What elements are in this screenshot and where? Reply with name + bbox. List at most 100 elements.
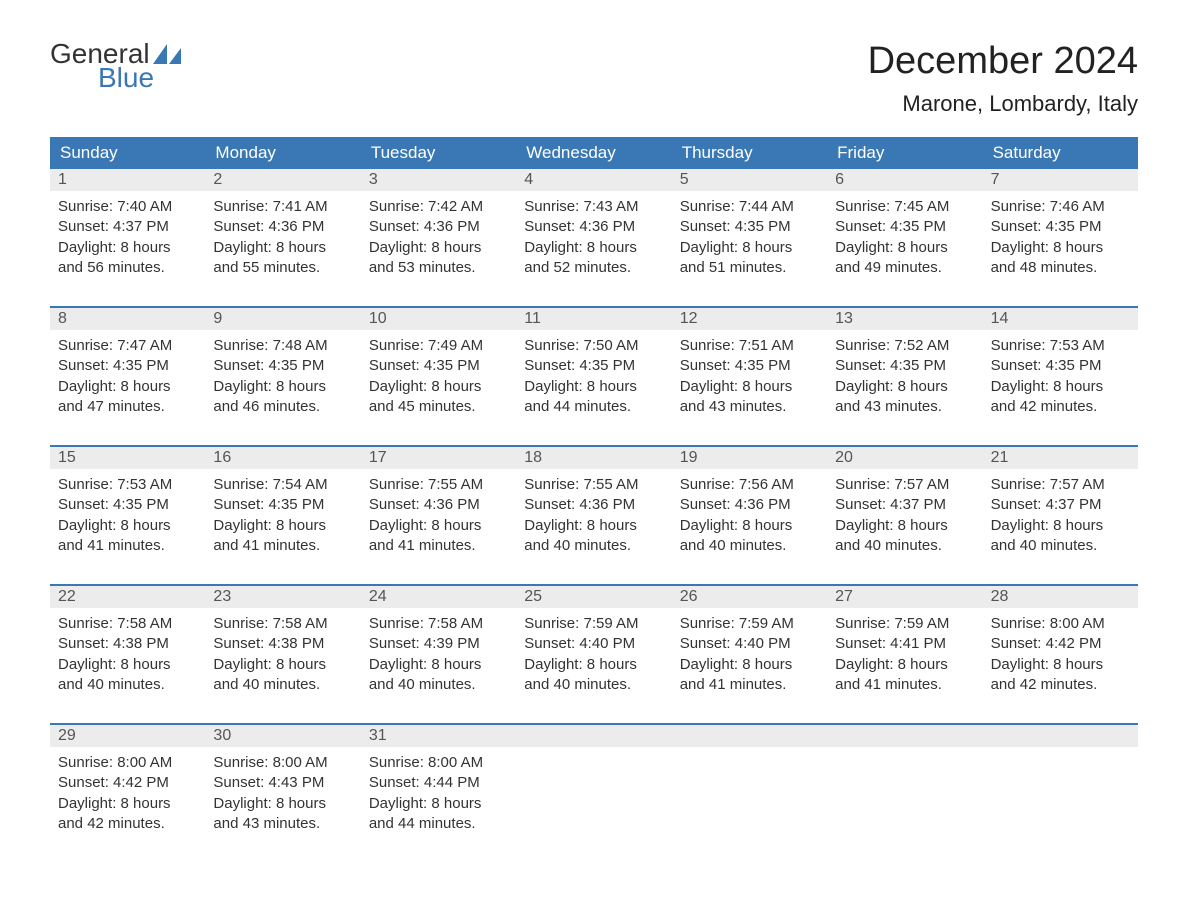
daylight-text: and 40 minutes. xyxy=(680,536,819,556)
day-number xyxy=(516,725,671,747)
daylight-text: Daylight: 8 hours xyxy=(835,238,974,258)
calendar-week: 1234567Sunrise: 7:40 AMSunset: 4:37 PMDa… xyxy=(50,169,1138,288)
day-cell: Sunrise: 7:49 AMSunset: 4:35 PMDaylight:… xyxy=(361,330,516,427)
sunrise-text: Sunrise: 7:57 AM xyxy=(991,475,1130,495)
day-number: 5 xyxy=(672,169,827,191)
day-number: 13 xyxy=(827,308,982,330)
sunrise-text: Sunrise: 7:55 AM xyxy=(524,475,663,495)
day-cell: Sunrise: 7:55 AMSunset: 4:36 PMDaylight:… xyxy=(361,469,516,566)
sunrise-text: Sunrise: 7:47 AM xyxy=(58,336,197,356)
day-cell: Sunrise: 7:57 AMSunset: 4:37 PMDaylight:… xyxy=(827,469,982,566)
weekday: Saturday xyxy=(983,137,1138,169)
day-cell: Sunrise: 7:43 AMSunset: 4:36 PMDaylight:… xyxy=(516,191,671,288)
sunrise-text: Sunrise: 7:43 AM xyxy=(524,197,663,217)
sunset-text: Sunset: 4:35 PM xyxy=(58,356,197,376)
sunset-text: Sunset: 4:37 PM xyxy=(58,217,197,237)
calendar-week: 15161718192021Sunrise: 7:53 AMSunset: 4:… xyxy=(50,445,1138,566)
day-number: 24 xyxy=(361,586,516,608)
day-cell: Sunrise: 7:58 AMSunset: 4:38 PMDaylight:… xyxy=(205,608,360,705)
daylight-text: Daylight: 8 hours xyxy=(524,238,663,258)
daylight-text: Daylight: 8 hours xyxy=(58,655,197,675)
day-number: 18 xyxy=(516,447,671,469)
location: Marone, Lombardy, Italy xyxy=(868,91,1138,117)
daylight-text: Daylight: 8 hours xyxy=(991,516,1130,536)
day-cell: Sunrise: 7:59 AMSunset: 4:40 PMDaylight:… xyxy=(516,608,671,705)
sunrise-text: Sunrise: 7:46 AM xyxy=(991,197,1130,217)
sunset-text: Sunset: 4:36 PM xyxy=(524,495,663,515)
daylight-text: Daylight: 8 hours xyxy=(835,377,974,397)
day-number: 7 xyxy=(983,169,1138,191)
day-number: 30 xyxy=(205,725,360,747)
sunset-text: Sunset: 4:36 PM xyxy=(369,217,508,237)
daylight-text: Daylight: 8 hours xyxy=(369,377,508,397)
day-cell: Sunrise: 7:57 AMSunset: 4:37 PMDaylight:… xyxy=(983,469,1138,566)
daylight-text: Daylight: 8 hours xyxy=(524,655,663,675)
day-number: 27 xyxy=(827,586,982,608)
day-number: 28 xyxy=(983,586,1138,608)
daylight-text: and 48 minutes. xyxy=(991,258,1130,278)
daylight-text: and 43 minutes. xyxy=(680,397,819,417)
sunset-text: Sunset: 4:38 PM xyxy=(213,634,352,654)
daylight-text: and 40 minutes. xyxy=(835,536,974,556)
daylight-text: and 41 minutes. xyxy=(369,536,508,556)
daylight-text: and 56 minutes. xyxy=(58,258,197,278)
day-number: 26 xyxy=(672,586,827,608)
sunrise-text: Sunrise: 8:00 AM xyxy=(991,614,1130,634)
daylight-text: and 43 minutes. xyxy=(213,814,352,834)
day-number: 1 xyxy=(50,169,205,191)
daylight-text: and 40 minutes. xyxy=(524,536,663,556)
logo: General Blue xyxy=(50,40,181,92)
daylight-text: and 42 minutes. xyxy=(991,675,1130,695)
day-number: 29 xyxy=(50,725,205,747)
day-number xyxy=(827,725,982,747)
day-number: 4 xyxy=(516,169,671,191)
day-cell: Sunrise: 7:58 AMSunset: 4:39 PMDaylight:… xyxy=(361,608,516,705)
daylight-text: and 44 minutes. xyxy=(524,397,663,417)
sunrise-text: Sunrise: 7:53 AM xyxy=(991,336,1130,356)
day-cell: Sunrise: 7:51 AMSunset: 4:35 PMDaylight:… xyxy=(672,330,827,427)
day-cell xyxy=(672,747,827,844)
day-number: 31 xyxy=(361,725,516,747)
sunrise-text: Sunrise: 7:50 AM xyxy=(524,336,663,356)
sunrise-text: Sunrise: 7:42 AM xyxy=(369,197,508,217)
day-number: 17 xyxy=(361,447,516,469)
sunset-text: Sunset: 4:35 PM xyxy=(213,356,352,376)
daylight-text: Daylight: 8 hours xyxy=(991,238,1130,258)
daylight-text: and 40 minutes. xyxy=(58,675,197,695)
day-number: 9 xyxy=(205,308,360,330)
sunset-text: Sunset: 4:42 PM xyxy=(991,634,1130,654)
sunset-text: Sunset: 4:40 PM xyxy=(524,634,663,654)
sunset-text: Sunset: 4:44 PM xyxy=(369,773,508,793)
daylight-text: and 42 minutes. xyxy=(991,397,1130,417)
sunrise-text: Sunrise: 7:44 AM xyxy=(680,197,819,217)
day-cell: Sunrise: 7:41 AMSunset: 4:36 PMDaylight:… xyxy=(205,191,360,288)
day-cell: Sunrise: 7:48 AMSunset: 4:35 PMDaylight:… xyxy=(205,330,360,427)
weekday: Wednesday xyxy=(516,137,671,169)
day-number: 12 xyxy=(672,308,827,330)
sunset-text: Sunset: 4:42 PM xyxy=(58,773,197,793)
day-cell: Sunrise: 7:46 AMSunset: 4:35 PMDaylight:… xyxy=(983,191,1138,288)
sunset-text: Sunset: 4:39 PM xyxy=(369,634,508,654)
day-number: 10 xyxy=(361,308,516,330)
sunrise-text: Sunrise: 8:00 AM xyxy=(369,753,508,773)
weekday: Tuesday xyxy=(361,137,516,169)
daylight-text: and 43 minutes. xyxy=(835,397,974,417)
sunrise-text: Sunrise: 7:57 AM xyxy=(835,475,974,495)
daylight-text: Daylight: 8 hours xyxy=(213,794,352,814)
sunrise-text: Sunrise: 8:00 AM xyxy=(58,753,197,773)
daylight-text: Daylight: 8 hours xyxy=(213,516,352,536)
sunrise-text: Sunrise: 7:52 AM xyxy=(835,336,974,356)
day-cell: Sunrise: 8:00 AMSunset: 4:44 PMDaylight:… xyxy=(361,747,516,844)
sunrise-text: Sunrise: 7:49 AM xyxy=(369,336,508,356)
sunrise-text: Sunrise: 7:59 AM xyxy=(680,614,819,634)
sunset-text: Sunset: 4:35 PM xyxy=(835,356,974,376)
day-cell: Sunrise: 7:55 AMSunset: 4:36 PMDaylight:… xyxy=(516,469,671,566)
sunrise-text: Sunrise: 7:51 AM xyxy=(680,336,819,356)
day-number: 3 xyxy=(361,169,516,191)
sunrise-text: Sunrise: 7:58 AM xyxy=(213,614,352,634)
day-number: 22 xyxy=(50,586,205,608)
daylight-text: and 41 minutes. xyxy=(58,536,197,556)
day-cell: Sunrise: 7:56 AMSunset: 4:36 PMDaylight:… xyxy=(672,469,827,566)
sunrise-text: Sunrise: 7:59 AM xyxy=(524,614,663,634)
sunset-text: Sunset: 4:35 PM xyxy=(213,495,352,515)
